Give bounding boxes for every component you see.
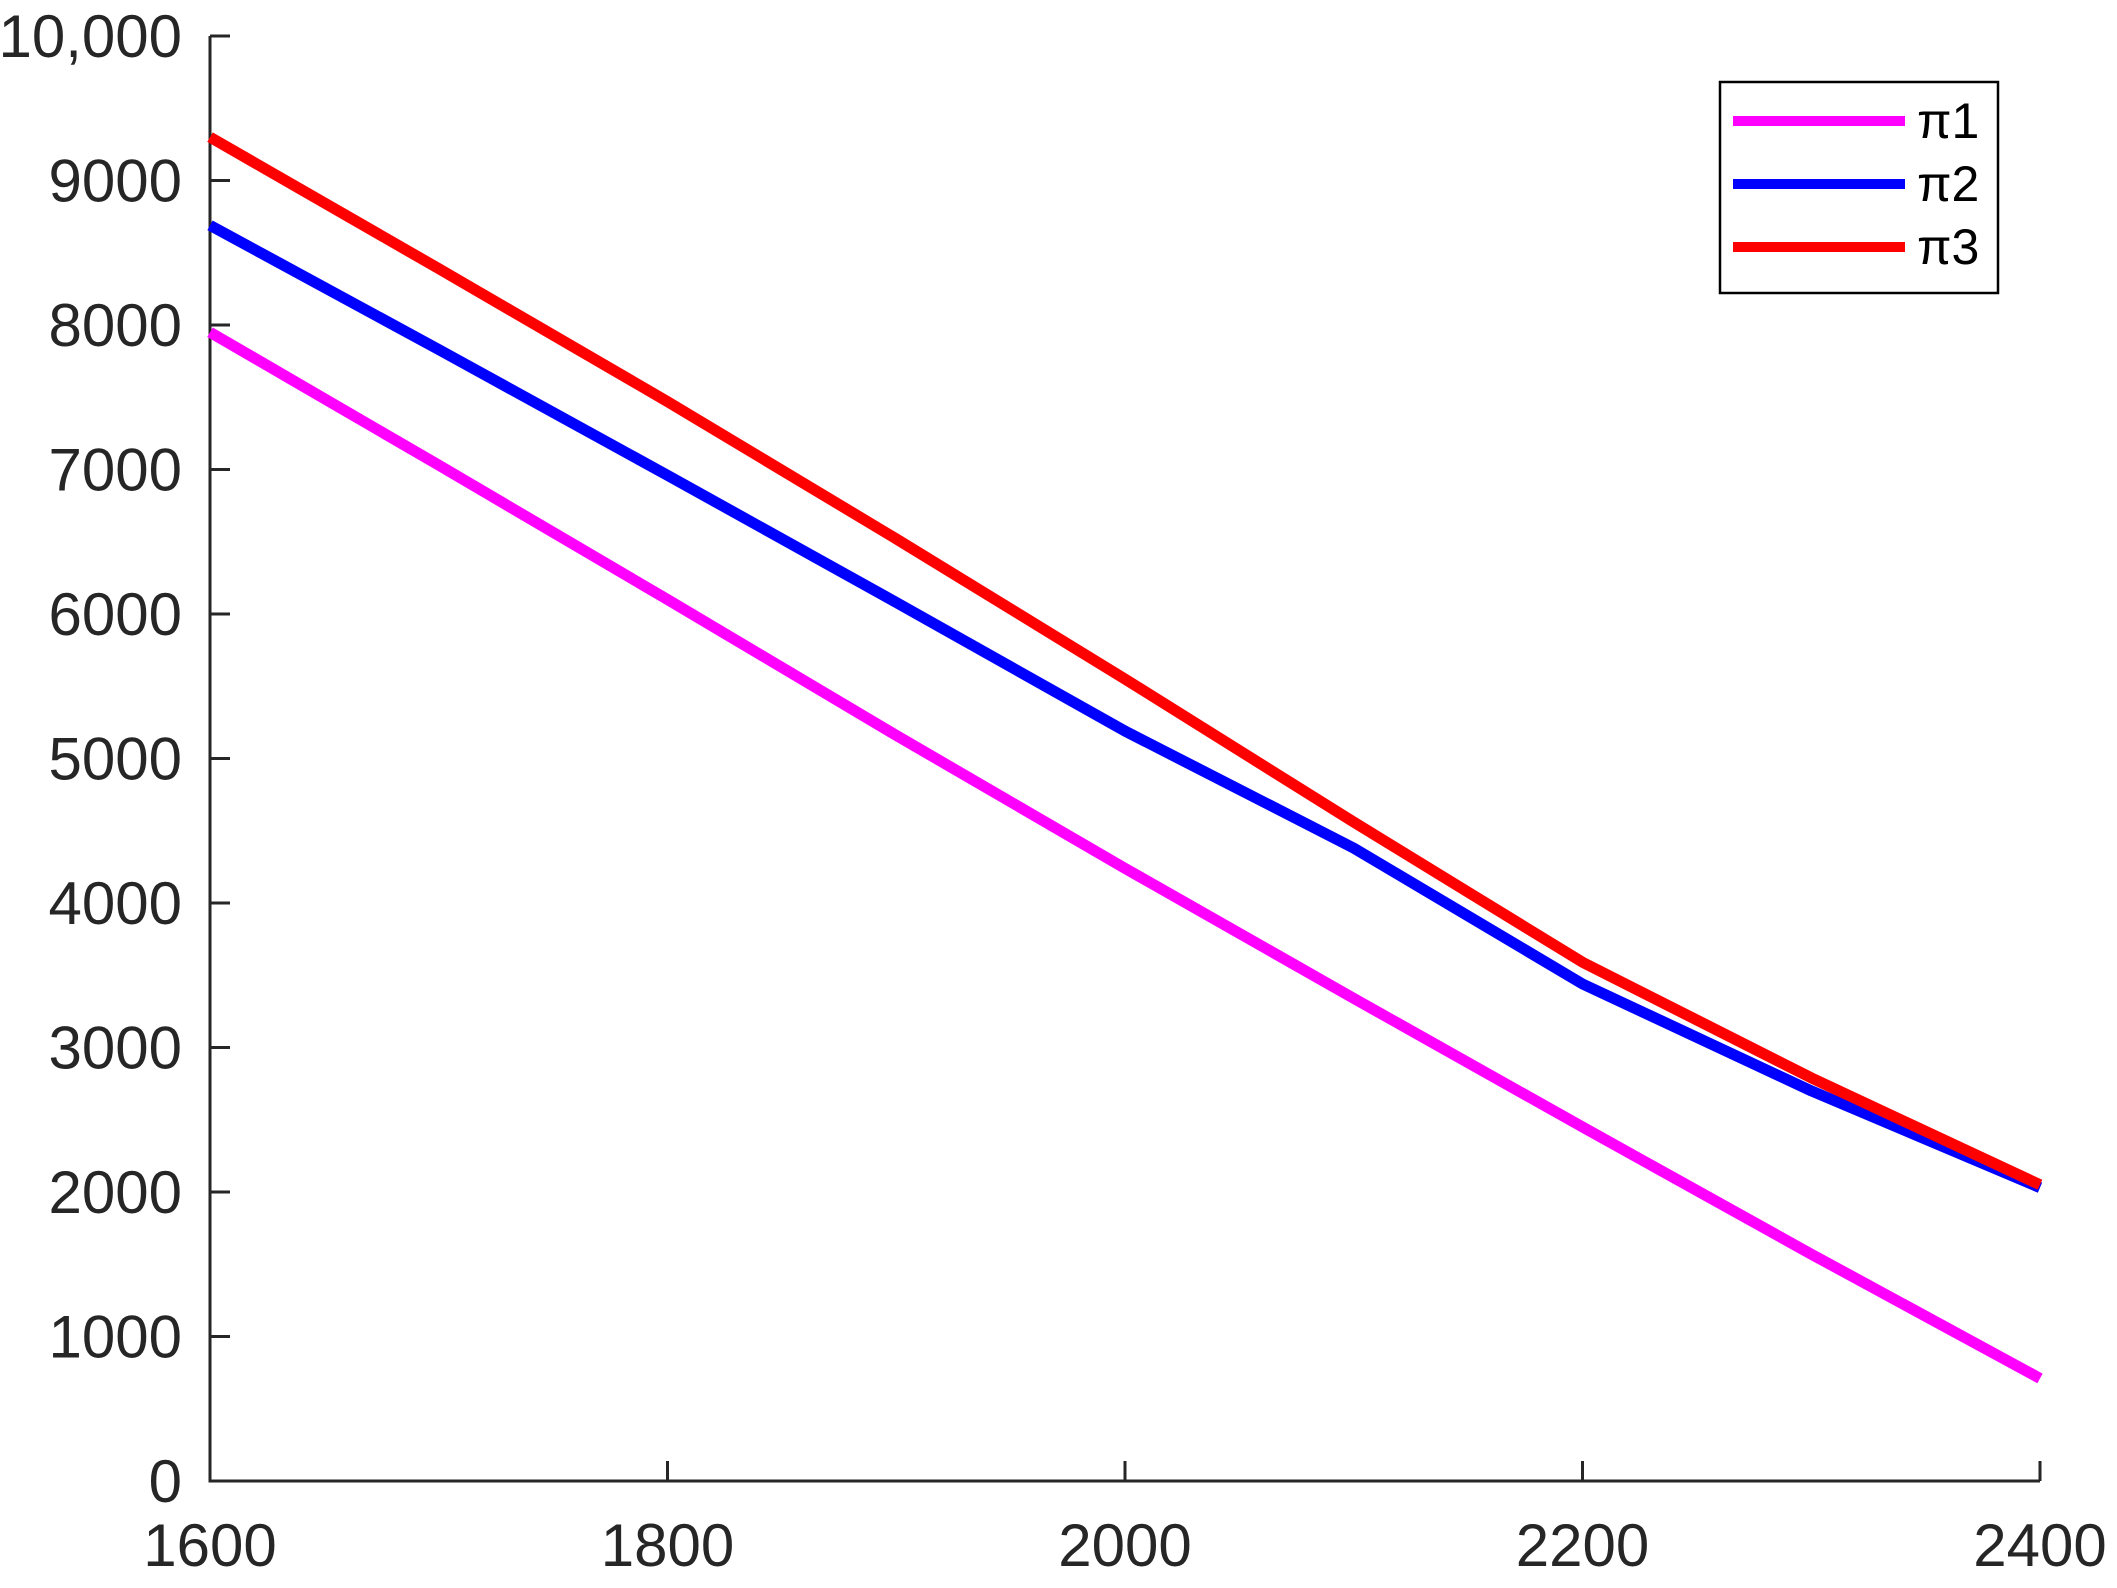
y-tick-label: 5000: [49, 726, 182, 793]
y-tick-label: 6000: [49, 581, 182, 648]
legend-label-pi1: π1: [1917, 93, 1979, 149]
y-tick-label: 10,000: [0, 3, 182, 70]
legend: π1 π2 π3: [1718, 80, 2000, 295]
x-tick-label: 2000: [1058, 1512, 1191, 1579]
y-tick-label: 9000: [49, 148, 182, 215]
y-tick-label: 8000: [49, 292, 182, 359]
series-line-pi2: [207, 220, 2043, 1193]
y-tick-label: 4000: [49, 870, 182, 937]
series-line-pi3: [207, 132, 2043, 1190]
series-line-pi1: [207, 327, 2043, 1384]
y-tick-label: 0: [149, 1448, 182, 1515]
y-tick-label: 1000: [49, 1304, 182, 1371]
y-tick-label: 2000: [49, 1159, 182, 1226]
x-tick-label: 1800: [601, 1512, 734, 1579]
legend-label-pi2: π2: [1917, 156, 1979, 212]
x-tick-label: 1600: [143, 1512, 276, 1579]
legend-label-pi3: π3: [1917, 219, 1979, 275]
y-axis: 0 1000 2000 3000 4000 5000 6000 7000 8000 9000 10,…: [0, 3, 230, 1515]
x-tick-label: 2400: [1973, 1512, 2106, 1579]
y-tick-label: 3000: [49, 1015, 182, 1082]
x-axis: 1600 1800 2000 2200 2400: [143, 1461, 2107, 1579]
y-tick-label: 7000: [49, 437, 182, 504]
x-tick-label: 2200: [1516, 1512, 1649, 1579]
